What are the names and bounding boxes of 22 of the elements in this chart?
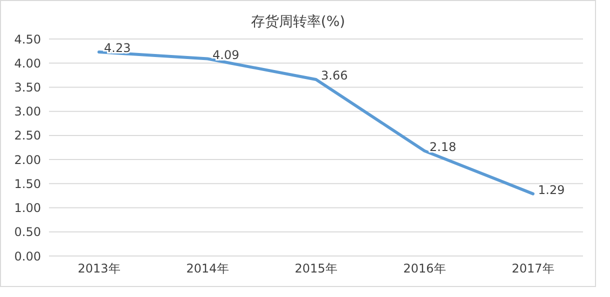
y-tick-label: 3.00 (14, 104, 41, 119)
data-label: 3.66 (321, 68, 348, 83)
y-tick-label: 2.00 (14, 152, 41, 167)
x-tick-label: 2016年 (403, 262, 446, 276)
x-tick-label: 2013年 (78, 262, 120, 276)
x-tick-label: 2015年 (294, 262, 338, 276)
line-series (98, 50, 534, 196)
y-tick-label: 4.50 (14, 32, 41, 46)
data-label: 2.18 (430, 140, 456, 154)
x-tick-label: 2017年 (512, 262, 554, 276)
chart-title: 存货周转率(%) (250, 13, 346, 31)
y-tick-label: 2.50 (14, 128, 41, 143)
data-label: 4.23 (104, 41, 131, 56)
y-tick-label: 1.00 (14, 201, 41, 216)
y-tick-label: 1.50 (14, 176, 41, 191)
y-tick-label: 4.00 (14, 56, 41, 70)
x-tick-label: 2014年 (186, 262, 229, 276)
y-tick-label: 3.50 (14, 80, 41, 94)
data-label: 1.29 (538, 182, 565, 197)
y-tick-label: 0.50 (14, 225, 41, 240)
y-tick-label: 0.00 (14, 249, 41, 264)
data-label: 4.09 (212, 48, 240, 62)
